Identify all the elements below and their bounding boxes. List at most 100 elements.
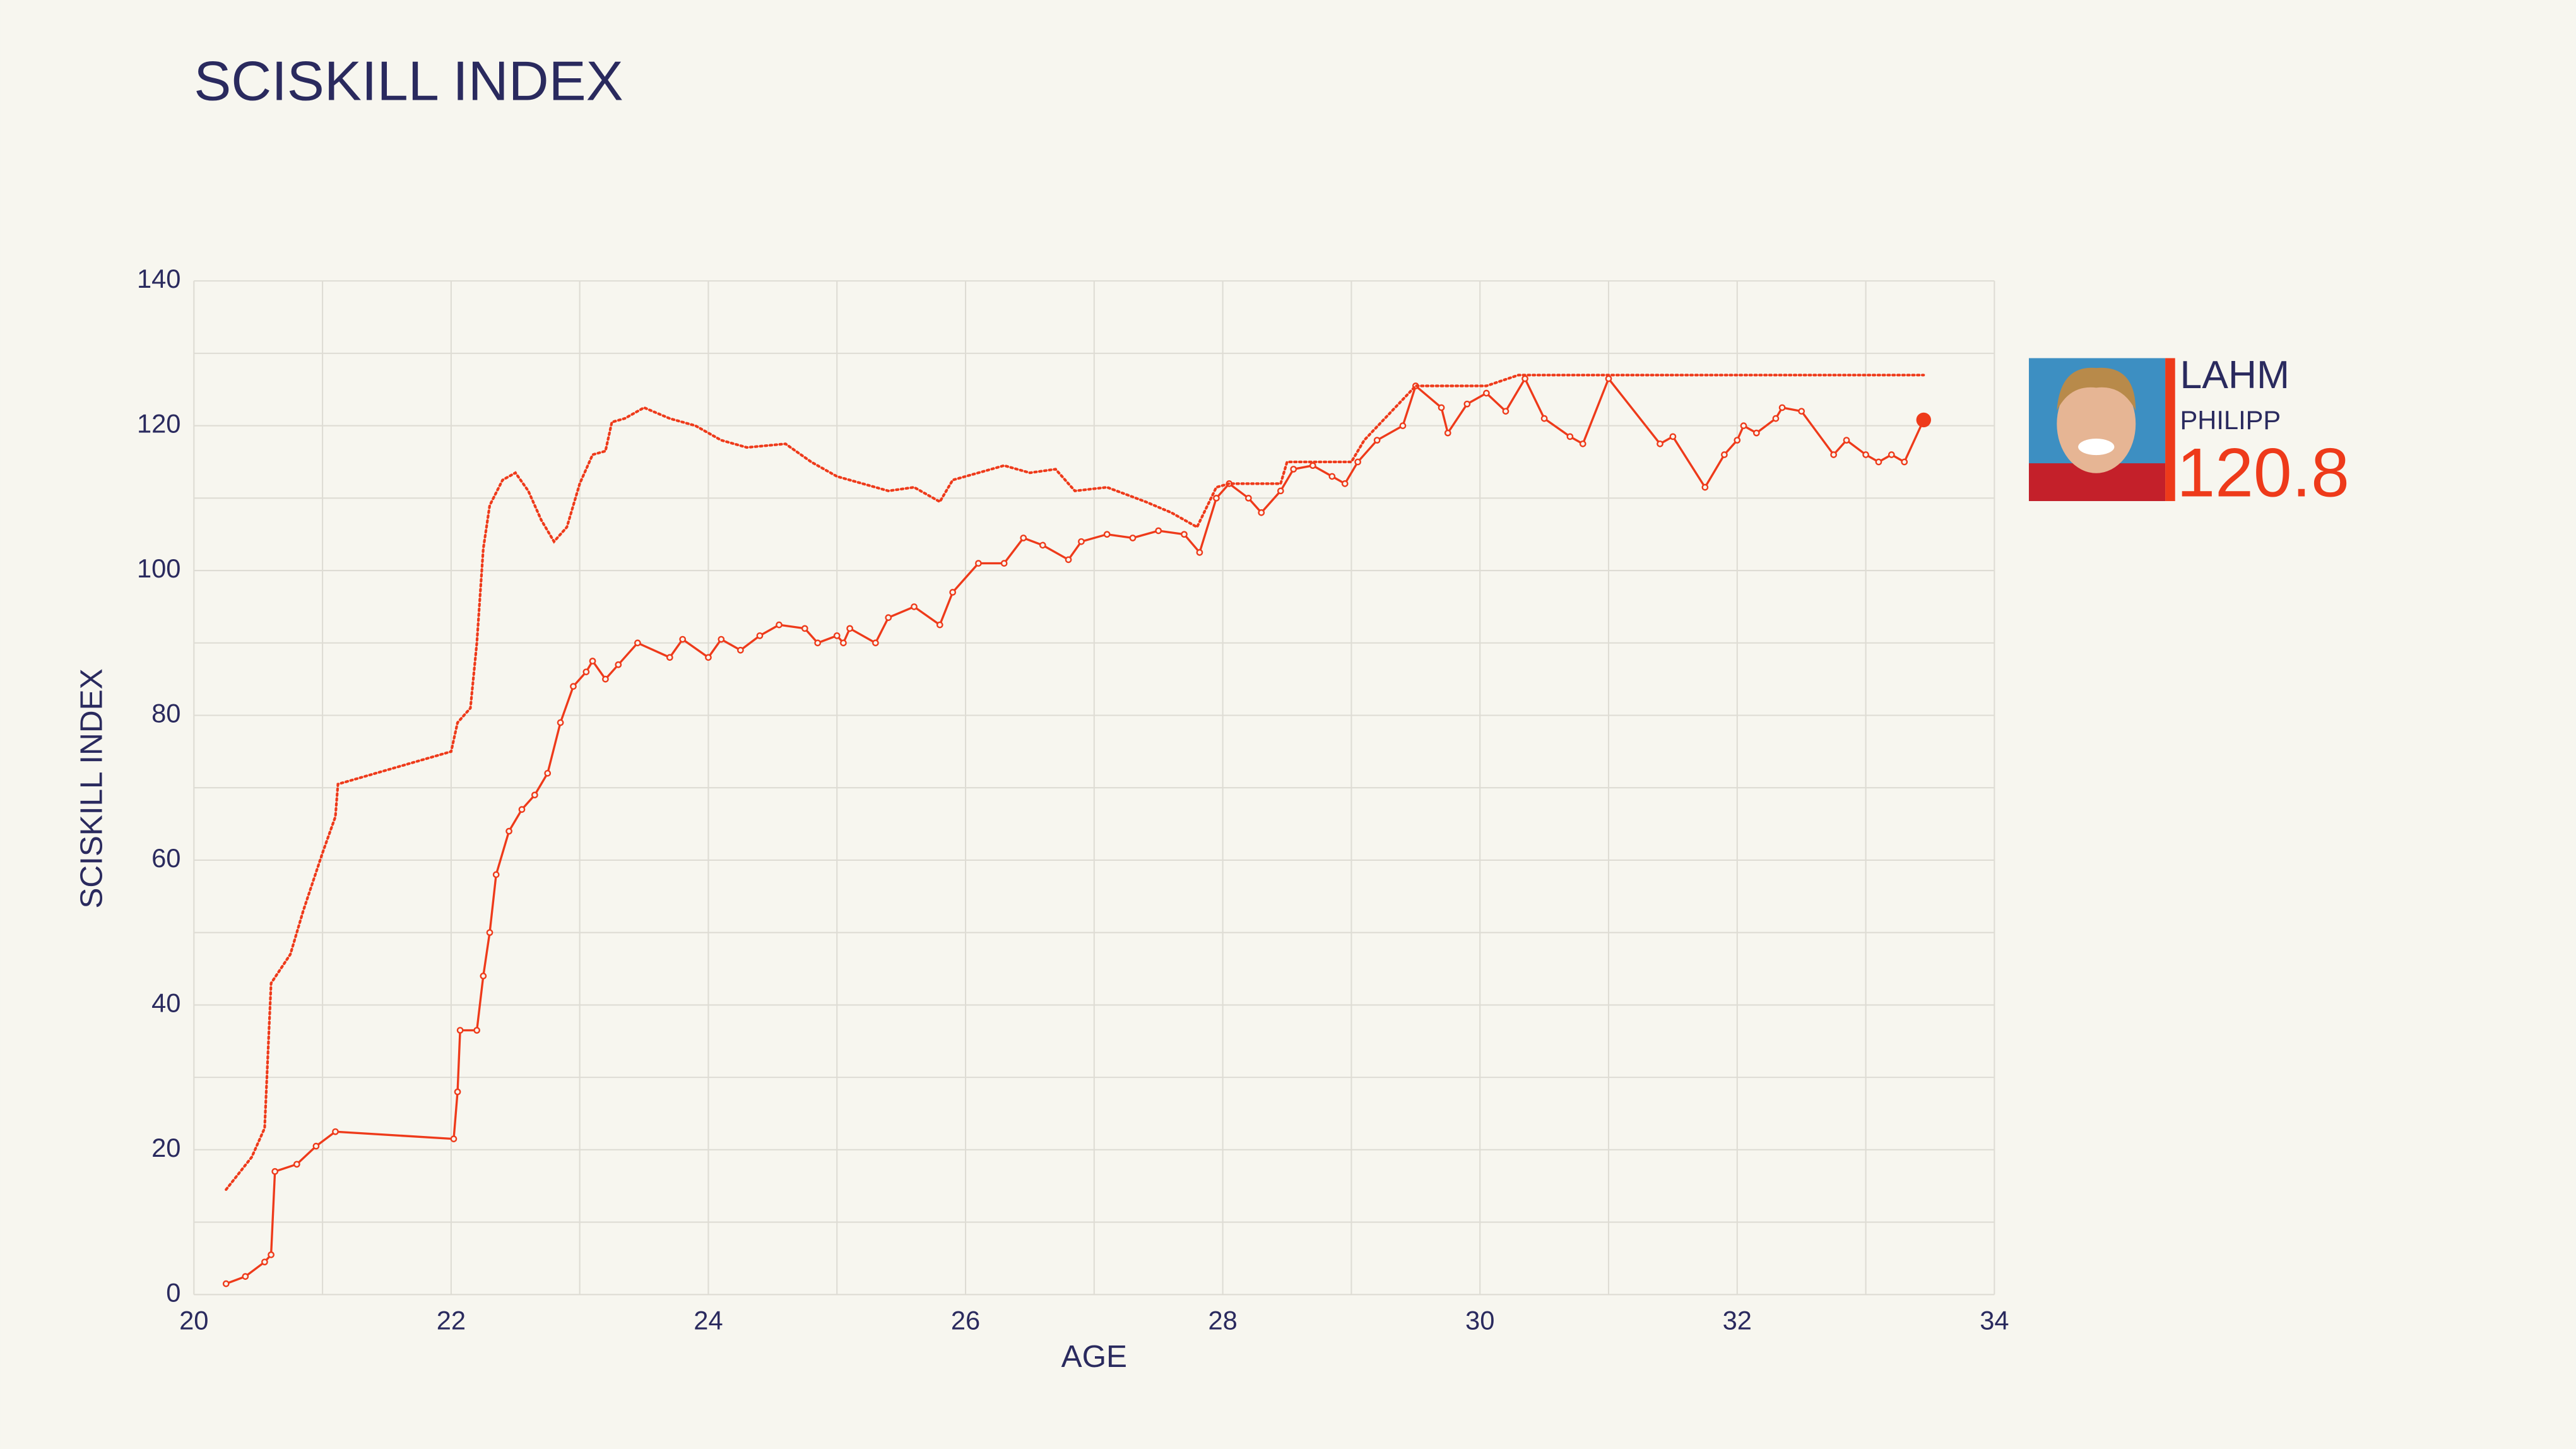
point-marker: [1669, 433, 1677, 441]
x-tick-label: 24: [694, 1306, 723, 1335]
point-marker: [268, 1251, 275, 1258]
point-marker: [1540, 415, 1548, 422]
point-marker: [1341, 480, 1349, 487]
point-marker: [293, 1161, 300, 1168]
point-marker: [1373, 437, 1381, 444]
point-marker: [718, 636, 725, 643]
x-tick-label: 30: [1465, 1306, 1494, 1335]
point-marker: [1000, 560, 1008, 567]
y-axis-label: SCISKILL INDEX: [74, 668, 109, 908]
point-marker: [544, 769, 552, 777]
point-marker: [615, 661, 622, 668]
point-marker: [473, 1027, 480, 1034]
point-marker: [486, 929, 493, 937]
point-marker: [1521, 375, 1528, 382]
point-marker: [1875, 458, 1882, 466]
point-marker: [1657, 440, 1663, 447]
point-marker: [454, 1088, 461, 1096]
point-marker: [872, 639, 879, 647]
point-marker: [1605, 375, 1612, 382]
point-marker: [1020, 535, 1027, 541]
x-tick-label: 34: [1980, 1306, 2009, 1335]
point-marker: [1181, 531, 1188, 538]
point-marker: [1444, 429, 1451, 437]
point-marker: [1843, 437, 1850, 444]
point-marker: [450, 1135, 458, 1142]
point-marker: [949, 589, 956, 596]
point-marker: [1753, 429, 1760, 437]
point-marker: [1579, 440, 1586, 447]
point-marker: [1463, 400, 1471, 408]
point-marker: [634, 639, 641, 647]
series-line: [225, 374, 1925, 1192]
x-axis-label: AGE: [1061, 1339, 1127, 1374]
x-tick-label: 32: [1723, 1306, 1752, 1335]
point-marker: [261, 1258, 268, 1266]
point-marker: [480, 973, 487, 979]
y-tick-label: 120: [137, 409, 180, 439]
point-marker: [1155, 527, 1162, 535]
point-marker: [1740, 422, 1747, 429]
player-last-name: LAHM: [2180, 353, 2290, 397]
point-marker: [242, 1273, 249, 1280]
point-marker: [1290, 466, 1297, 473]
y-tick-label: 20: [151, 1133, 180, 1162]
point-marker: [1245, 494, 1252, 502]
point-marker: [518, 806, 526, 813]
point-marker: [1277, 487, 1284, 495]
point-marker: [737, 646, 744, 654]
y-tick-label: 80: [151, 698, 180, 728]
point-marker: [1258, 509, 1265, 516]
point-marker: [602, 675, 609, 683]
point-marker: [492, 871, 500, 878]
series-line: [225, 376, 1925, 1285]
point-marker: [1502, 408, 1510, 415]
point-marker: [505, 827, 512, 835]
point-marker: [679, 636, 687, 643]
point-marker: [1830, 451, 1837, 458]
point-marker: [531, 791, 538, 799]
point-marker: [1778, 404, 1786, 411]
point-marker: [776, 621, 783, 629]
point-marker: [222, 1280, 230, 1287]
point-marker: [1438, 404, 1445, 411]
point-marker: [801, 625, 808, 632]
point-marker: [1399, 422, 1407, 429]
point-marker: [1354, 458, 1361, 466]
point-marker: [756, 632, 764, 639]
point-marker: [975, 560, 982, 567]
x-tick-label: 26: [951, 1306, 980, 1335]
point-marker: [1901, 458, 1908, 466]
chart-title: SCISKILL INDEX: [194, 50, 623, 112]
point-marker: [456, 1027, 464, 1034]
point-marker: [1129, 535, 1137, 541]
y-tick-label: 40: [151, 988, 180, 1017]
point-marker: [846, 625, 853, 632]
point-marker: [1721, 451, 1728, 458]
point-marker: [582, 668, 590, 675]
point-marker: [570, 683, 577, 690]
x-tick-label: 22: [437, 1306, 466, 1335]
player-first-name: PHILIPP: [2180, 405, 2281, 435]
current-point: [1916, 412, 1931, 428]
score-bar: [2165, 358, 2175, 501]
x-tick-label: 28: [1208, 1306, 1237, 1335]
y-tick-label: 60: [151, 843, 180, 873]
point-marker: [1103, 531, 1111, 538]
point-marker: [1213, 494, 1220, 502]
point-marker: [666, 654, 673, 661]
point-marker: [1039, 541, 1046, 549]
point-marker: [885, 614, 892, 621]
point-marker: [1862, 451, 1869, 458]
x-tick-label: 20: [179, 1306, 208, 1335]
point-marker: [312, 1142, 320, 1150]
y-tick-label: 140: [137, 264, 180, 293]
point-marker: [557, 719, 564, 726]
point-marker: [271, 1168, 279, 1175]
point-marker: [1734, 437, 1741, 444]
point-marker: [1196, 549, 1203, 556]
point-marker: [705, 654, 712, 661]
y-tick-label: 0: [166, 1277, 180, 1307]
